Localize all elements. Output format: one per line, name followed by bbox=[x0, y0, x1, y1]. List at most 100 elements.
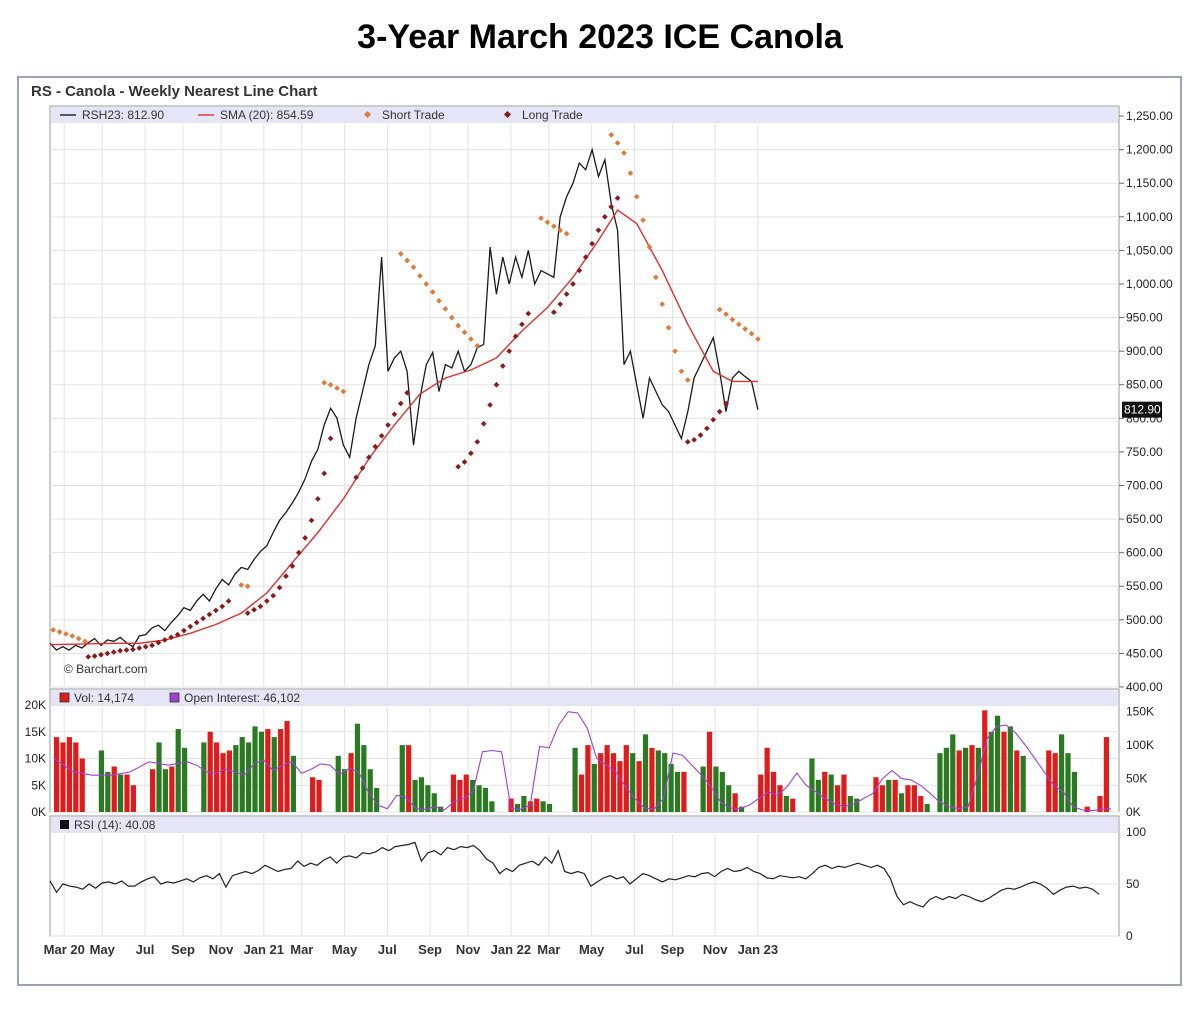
long-trade-marker bbox=[264, 598, 270, 604]
long-trade-marker bbox=[570, 281, 576, 287]
long-trade-marker bbox=[104, 650, 111, 657]
price-y-tick-label: 900.00 bbox=[1126, 344, 1163, 358]
chart-title: 3-Year March 2023 ICE Canola bbox=[357, 18, 843, 56]
volume-bar bbox=[662, 753, 668, 812]
long-trade-marker bbox=[91, 653, 98, 659]
long-trade-marker bbox=[697, 432, 704, 438]
short-trade-marker bbox=[748, 330, 755, 337]
volume-bar bbox=[310, 777, 316, 812]
volume-bar bbox=[630, 753, 636, 812]
volume-bar bbox=[758, 774, 764, 812]
x-tick-label: Nov bbox=[456, 942, 481, 957]
volume-bar bbox=[534, 798, 540, 812]
volume-bar bbox=[1046, 750, 1052, 812]
volume-bar bbox=[418, 777, 425, 812]
short-trade-marker bbox=[340, 388, 347, 395]
volume-bar bbox=[674, 771, 681, 812]
short-trade-marker bbox=[557, 227, 564, 234]
price-y-tick-label: 600.00 bbox=[1126, 546, 1163, 560]
volume-bar bbox=[975, 747, 981, 812]
volume-bar bbox=[726, 785, 732, 812]
volume-bar bbox=[73, 742, 79, 812]
long-trade-marker bbox=[85, 653, 92, 660]
long-trade-marker bbox=[168, 634, 175, 641]
price-y-tick-label: 700.00 bbox=[1126, 478, 1163, 492]
short-trade-marker bbox=[678, 368, 685, 375]
short-trade-marker bbox=[468, 336, 474, 342]
price-y-tick-label: 850.00 bbox=[1126, 378, 1163, 392]
short-trade-marker bbox=[627, 170, 634, 176]
long-trade-marker bbox=[110, 649, 117, 655]
short-trade-marker bbox=[429, 289, 436, 295]
short-trade-marker bbox=[417, 273, 423, 279]
short-trade-marker bbox=[621, 150, 627, 156]
short-trade-marker bbox=[665, 324, 672, 331]
last-price-tag bbox=[1122, 401, 1162, 418]
open-interest-line bbox=[53, 711, 1112, 812]
long-trade-marker bbox=[480, 420, 487, 427]
price-panel bbox=[49, 105, 1120, 688]
price-y-tick-label: 1,000.00 bbox=[1126, 277, 1173, 291]
volume-bar bbox=[668, 763, 674, 812]
long-trade-marker bbox=[691, 436, 697, 443]
price-y-tick-label: 550.00 bbox=[1126, 579, 1163, 593]
x-tick-label: Mar bbox=[290, 942, 313, 957]
short-trade-marker bbox=[716, 306, 723, 313]
long-trade-marker bbox=[244, 610, 251, 616]
long-trade-marker bbox=[353, 474, 359, 481]
volume-bar bbox=[118, 774, 124, 812]
volume-bar bbox=[770, 771, 777, 812]
volume-bar bbox=[425, 785, 431, 812]
long-trade-marker bbox=[283, 573, 289, 580]
long-trade-marker bbox=[506, 348, 513, 354]
volume-bar bbox=[886, 779, 892, 812]
long-trade-marker bbox=[289, 563, 296, 569]
volume-bar bbox=[175, 729, 181, 812]
long-trade-marker bbox=[468, 450, 474, 457]
long-trade-marker bbox=[270, 592, 277, 599]
volume-bar bbox=[700, 766, 706, 812]
volume-bar bbox=[284, 721, 290, 812]
long-trade-marker bbox=[512, 333, 519, 340]
x-tick-label: May bbox=[90, 942, 116, 957]
price-y-tick-label: 450.00 bbox=[1126, 646, 1163, 660]
chart-header: RS - Canola - Weekly Nearest Line Chart bbox=[31, 83, 317, 100]
long-trade-marker bbox=[551, 309, 557, 316]
short-trade-marker bbox=[551, 223, 557, 230]
long-trade-marker bbox=[200, 615, 206, 622]
long-trade-marker bbox=[117, 647, 123, 654]
x-tick-label: Jul bbox=[136, 942, 155, 957]
volume-bar bbox=[156, 742, 162, 812]
volume-bar bbox=[130, 785, 137, 812]
x-tick-label: Nov bbox=[209, 942, 234, 957]
volume-bar bbox=[527, 801, 533, 812]
short-trade-marker bbox=[442, 306, 449, 312]
volume-bar bbox=[361, 745, 367, 812]
short-trade-marker bbox=[327, 381, 334, 388]
volume-bar bbox=[617, 761, 623, 812]
long-trade-marker bbox=[493, 381, 500, 388]
volume-bar bbox=[1071, 771, 1077, 812]
short-trade-marker bbox=[334, 385, 340, 391]
long-trade-marker bbox=[193, 619, 200, 626]
short-trade-marker bbox=[461, 329, 468, 336]
x-tick-label: Sep bbox=[418, 942, 442, 957]
legend-open-interest-swatch bbox=[169, 692, 180, 703]
legend-volume-swatch bbox=[59, 692, 70, 703]
short-trade-marker bbox=[404, 257, 410, 264]
rsi-legend-bar bbox=[51, 817, 1118, 833]
rsi-y-tick-label: 0 bbox=[1126, 929, 1133, 943]
volume-bar bbox=[642, 734, 649, 812]
volume-bar bbox=[706, 731, 713, 812]
volume-bar bbox=[790, 798, 796, 812]
volume-bar bbox=[271, 737, 277, 812]
volume-bar bbox=[457, 779, 463, 812]
volume-bar bbox=[489, 801, 495, 812]
volume-bar bbox=[982, 710, 988, 812]
volume-bar bbox=[822, 771, 828, 812]
short-trade-marker bbox=[238, 582, 245, 588]
long-trade-marker bbox=[391, 411, 398, 418]
short-trade-marker bbox=[50, 627, 57, 633]
volume-bar bbox=[220, 753, 226, 812]
open-interest-y-tick-label: 100K bbox=[1126, 738, 1154, 752]
